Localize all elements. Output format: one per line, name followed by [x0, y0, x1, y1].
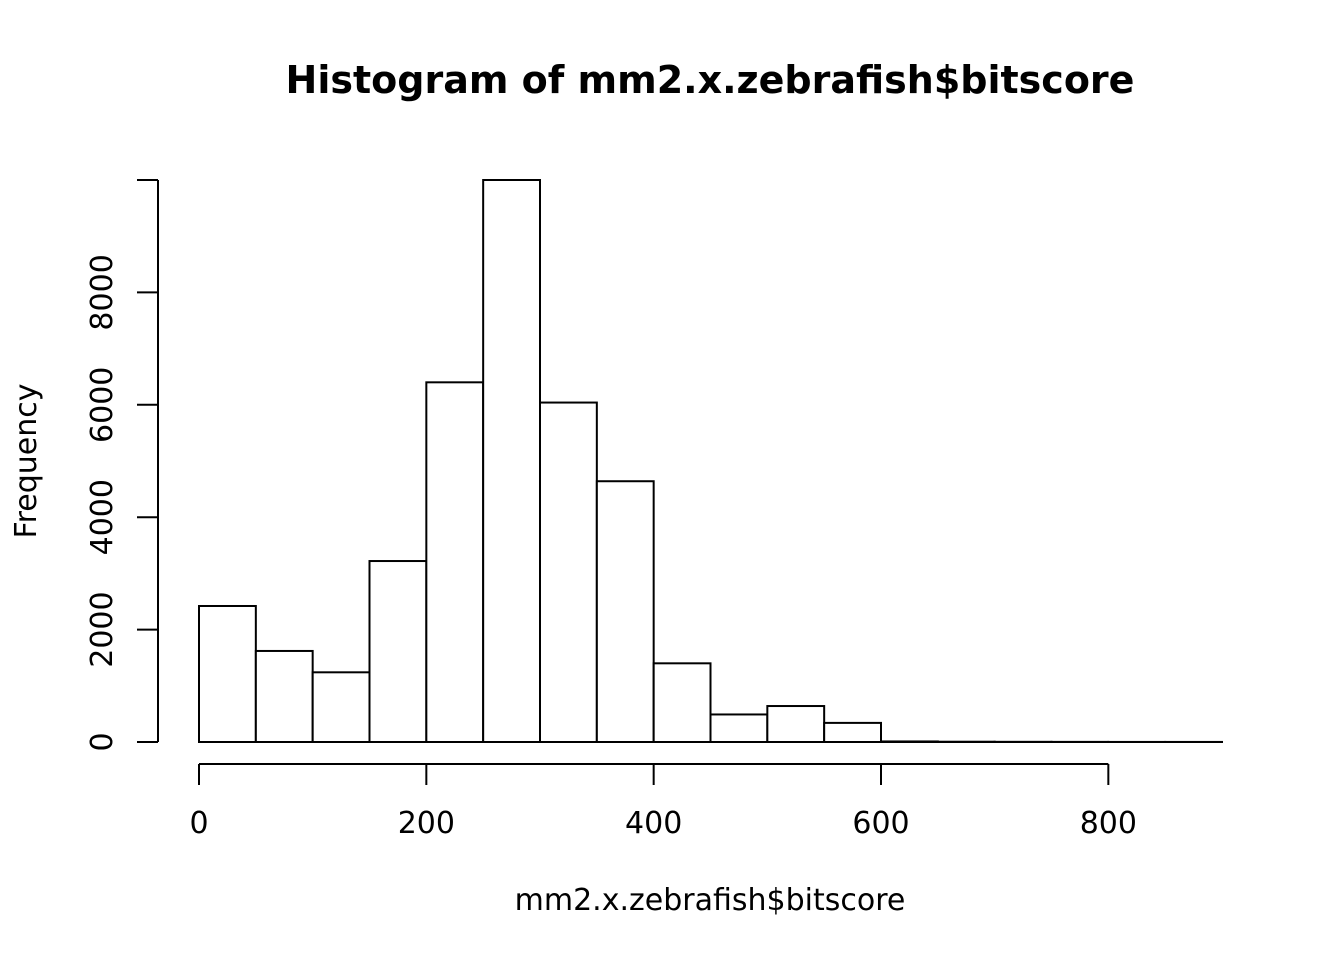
x-tick-label-0: 0 — [189, 806, 208, 841]
histogram-bar-1 — [254, 649, 314, 743]
histogram-bar-9 — [709, 713, 769, 743]
histogram-bar-2 — [311, 671, 371, 744]
x-tick-label-3: 600 — [852, 806, 909, 841]
histogram-bar-8 — [652, 662, 712, 744]
y-axis: 0 2000 4000 6000 8000 — [85, 179, 159, 752]
histogram-bar-3 — [368, 560, 428, 744]
y-tick-label-1: 2000 — [85, 591, 120, 667]
histogram-bar-0 — [198, 604, 257, 743]
x-tick-label-4: 800 — [1080, 806, 1137, 841]
histogram-bar-5 — [482, 179, 541, 743]
histogram-bar-11 — [823, 721, 883, 744]
histogram-bar-10 — [766, 705, 826, 743]
bars-group — [198, 179, 1223, 744]
y-tick-label-0: 0 — [85, 732, 120, 751]
y-tick-label-3: 6000 — [85, 367, 120, 443]
x-axis: 0 200 400 600 800 — [189, 763, 1137, 841]
y-axis-label: Frequency — [9, 384, 44, 539]
x-axis-label: mm2.x.zebrafish$bitscore — [515, 883, 906, 918]
y-tick-label-4: 8000 — [85, 254, 120, 330]
x-tick-label-1: 200 — [398, 806, 455, 841]
x-tick-label-2: 400 — [625, 806, 682, 841]
histogram-bar-6 — [539, 401, 598, 743]
y-tick-label-2: 4000 — [85, 479, 120, 555]
chart-title: Histogram of mm2.x.zebrafish$bitscore — [286, 58, 1135, 102]
histogram-bar-4 — [425, 381, 485, 743]
histogram-bar-12 — [880, 740, 939, 743]
histogram-bar-7 — [595, 480, 655, 743]
